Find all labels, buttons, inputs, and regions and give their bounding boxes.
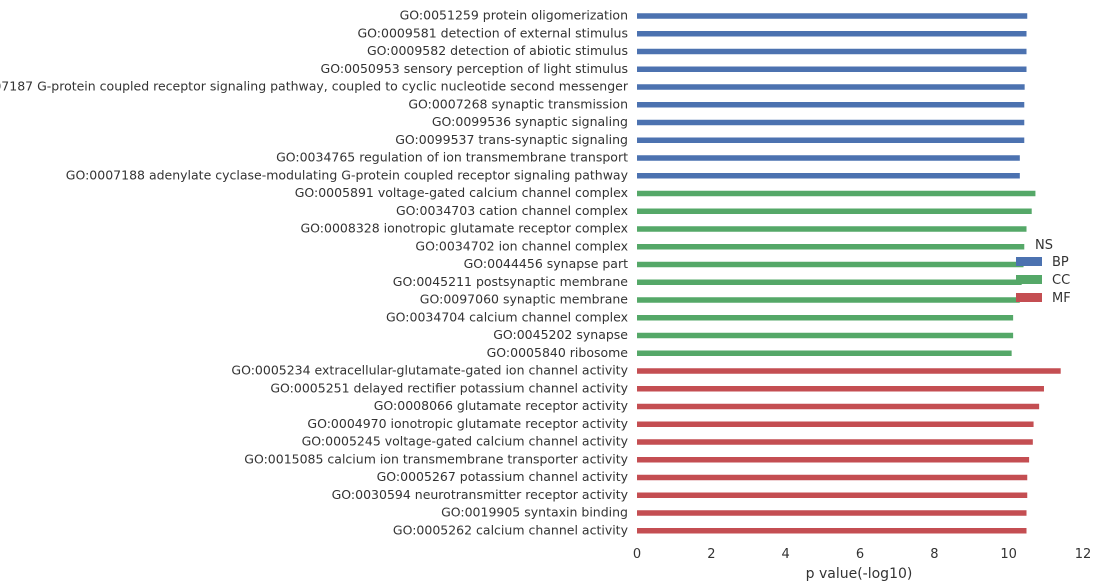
bar-cc: [637, 244, 1025, 250]
bar-mf: [637, 403, 1040, 410]
bar-cc: [637, 350, 1012, 356]
x-tick-label: 10: [1000, 547, 1017, 562]
category-label: GO:0051259 protein oligomerization: [400, 8, 628, 23]
category-label: GO:0034703 cation channel complex: [396, 203, 628, 218]
bar-mf: [637, 474, 1028, 481]
x-tick-label: 2: [707, 547, 715, 562]
x-tick-label: 6: [856, 547, 864, 562]
bar-cc: [637, 332, 1014, 339]
category-label: GO:0005267 potassium channel activity: [377, 469, 629, 484]
x-tick-label: 4: [782, 547, 790, 562]
bar-bp: [637, 155, 1020, 161]
bar-bp: [637, 119, 1025, 126]
bar-cc: [637, 208, 1032, 214]
x-tick-label: 0: [633, 547, 641, 562]
bars-layer: [637, 13, 1061, 534]
category-label: GO:0019905 syntaxin binding: [441, 505, 628, 520]
bar-mf: [637, 439, 1033, 445]
bar-mf: [637, 528, 1027, 534]
category-label: GO:0007268 synaptic transmission: [408, 96, 628, 111]
bar-bp: [637, 84, 1025, 90]
bar-cc: [637, 315, 1014, 321]
bar-mf: [637, 492, 1028, 498]
legend-title: NS: [1035, 238, 1053, 253]
category-label: GO:0005245 voltage-gated calcium channel…: [302, 434, 629, 449]
category-label: GO:0034704 calcium channel complex: [386, 309, 628, 324]
bar-bp: [637, 13, 1028, 19]
category-label: GO:0004970 ionotropic glutamate receptor…: [307, 416, 628, 431]
category-label: GO:0050953 sensory perception of light s…: [321, 61, 628, 76]
legend-swatch-mf: [1016, 293, 1042, 302]
category-label: GO:0099537 trans-synaptic signaling: [395, 132, 628, 147]
bar-cc: [637, 279, 1022, 285]
x-axis-label: p value(-log10): [806, 566, 913, 582]
x-axis-ticks: 0 2 4 6 8 10 12: [633, 547, 1091, 562]
category-label: GO:0045202 synapse: [493, 327, 628, 342]
category-label: GO:0005840 ribosome: [487, 345, 629, 360]
category-label: GO:0007187 G-protein coupled receptor si…: [0, 79, 629, 94]
category-label: GO:0030594 neurotransmitter receptor act…: [332, 487, 629, 502]
bar-bp: [637, 48, 1027, 55]
bar-bp: [637, 137, 1025, 143]
category-label: GO:0015085 calcium ion transmembrane tra…: [244, 451, 628, 466]
bar-mf: [637, 457, 1030, 463]
category-label: GO:0005234 extracellular-glutamate-gated…: [231, 363, 628, 378]
bar-bp: [637, 66, 1027, 72]
category-labels: GO:0051259 protein oligomerization GO:000…: [0, 8, 629, 538]
bar-mf: [637, 510, 1027, 516]
category-label: GO:0097060 synaptic membrane: [420, 292, 629, 307]
category-label: GO:0009582 detection of abiotic stimulus: [367, 43, 628, 58]
legend-label-bp: BP: [1052, 255, 1069, 270]
category-label: GO:0005262 calcium channel activity: [393, 522, 629, 537]
bar-bp: [637, 102, 1025, 108]
category-label: GO:0008066 glutamate receptor activity: [374, 398, 629, 413]
category-label: GO:0044456 synapse part: [464, 256, 628, 271]
category-label: GO:0099536 synaptic signaling: [432, 114, 628, 129]
x-tick-label: 12: [1075, 547, 1092, 562]
bar-cc: [637, 297, 1020, 303]
category-label: GO:0005251 delayed rectifier potassium c…: [270, 380, 628, 395]
bar-mf: [637, 368, 1061, 374]
bar-cc: [637, 226, 1027, 232]
x-tick-label: 8: [930, 547, 938, 562]
bar-cc: [637, 261, 1024, 268]
legend-label-cc: CC: [1052, 273, 1070, 288]
category-label: GO:0007188 adenylate cyclase-modulating …: [66, 167, 629, 182]
legend: NS BP CC MF: [1016, 238, 1071, 306]
category-label: GO:0034765 regulation of ion transmembra…: [276, 150, 628, 165]
category-label: GO:0008328 ionotropic glutamate receptor…: [301, 221, 629, 236]
legend-swatch-bp: [1016, 257, 1042, 266]
bar-cc: [637, 190, 1036, 197]
category-label: GO:0009581 detection of external stimulu…: [358, 25, 629, 40]
legend-label-mf: MF: [1052, 291, 1071, 306]
bar-mf: [637, 421, 1034, 427]
legend-swatch-cc: [1016, 275, 1042, 284]
bar-mf: [637, 386, 1044, 392]
category-label: GO:0034702 ion channel complex: [415, 238, 628, 253]
category-label: GO:0005891 voltage-gated calcium channel…: [295, 185, 628, 200]
bar-bp: [637, 31, 1027, 37]
legend-entries: BP CC MF: [1016, 255, 1071, 306]
category-label: GO:0045211 postsynaptic membrane: [393, 274, 629, 289]
bar-bp: [637, 173, 1020, 179]
